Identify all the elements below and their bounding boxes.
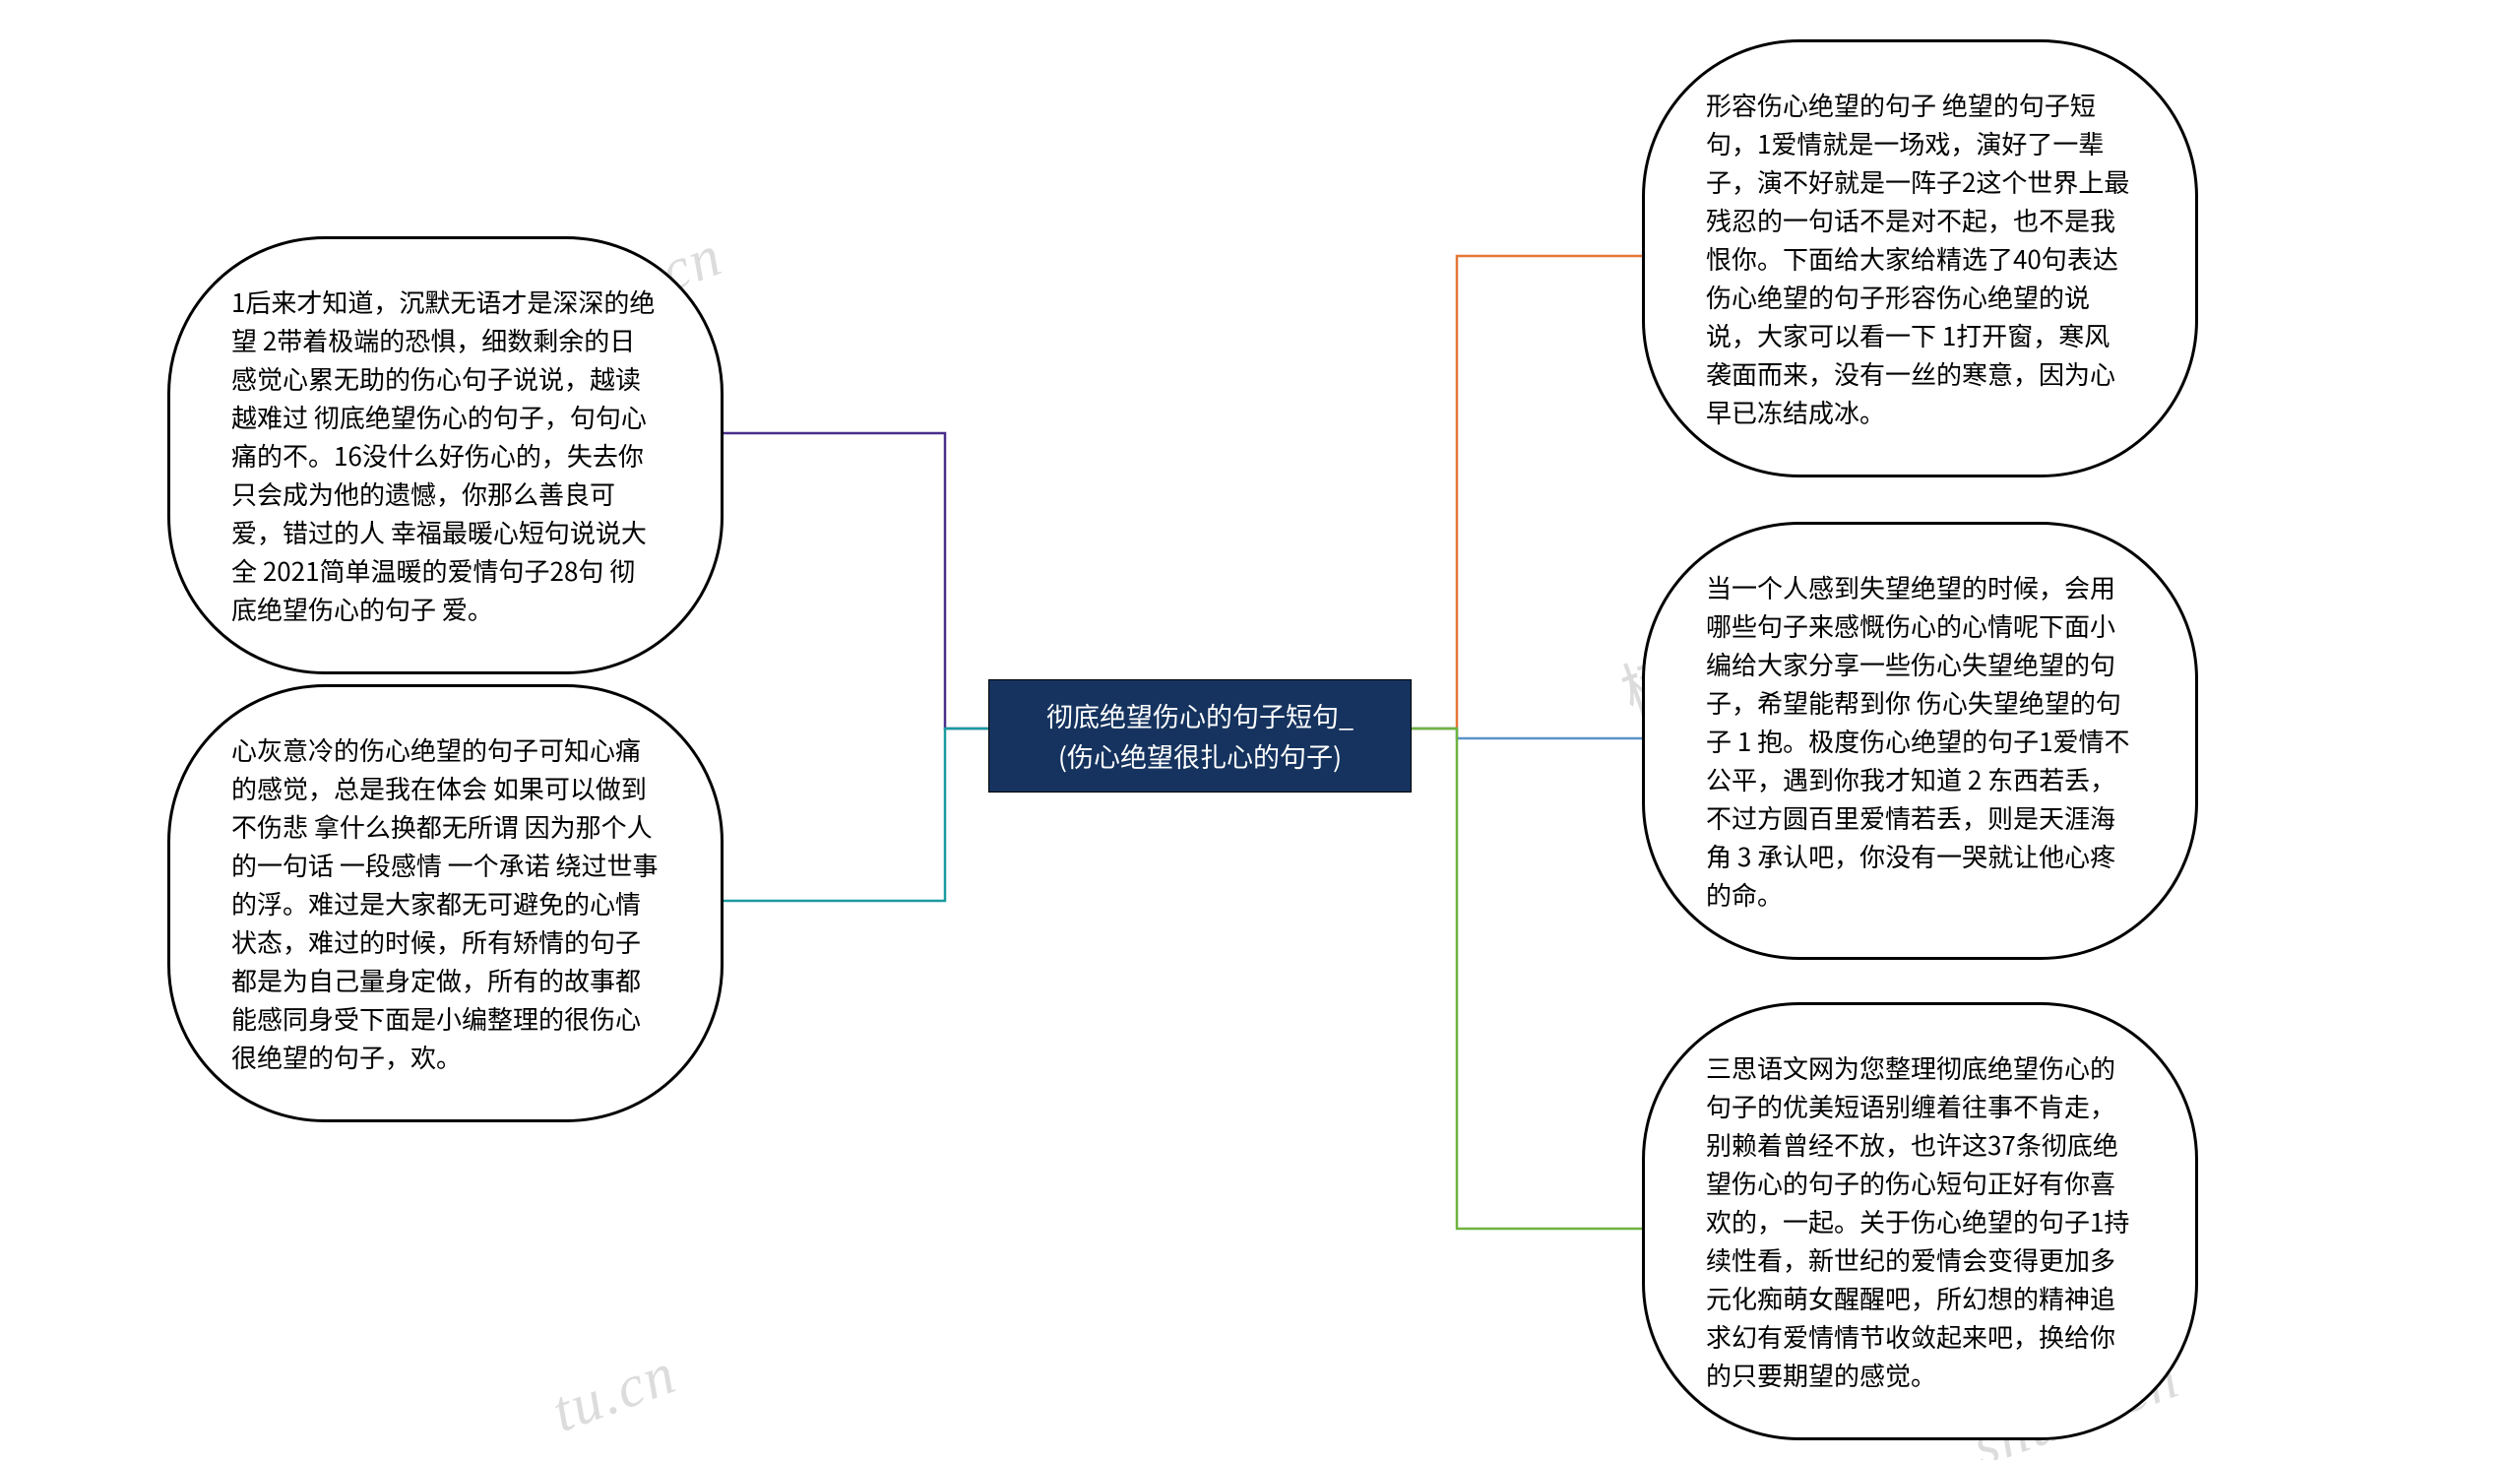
leaf-text: 三思语文网为您整理彻底绝望伤心的句子的优美短语别缠着往事不肯走，别赖着曾经不放，… <box>1706 1049 2129 1393</box>
connector-r2 <box>1412 729 1642 738</box>
leaf-text: 形容伤心绝望的句子 绝望的句子短句，1爱情就是一场戏，演好了一辈子，演不好就是一… <box>1706 87 2129 430</box>
connector-r3 <box>1412 729 1642 1229</box>
leaf-node-l2: 心灰意冷的伤心绝望的句子可知心痛的感觉，总是我在体会 如果可以做到不伤悲 拿什么… <box>167 684 724 1122</box>
central-node-text: 彻底绝望伤心的句子短句_ (伤心绝望很扎心的句子) <box>1046 696 1354 775</box>
mindmap-canvas: shutu.cn 树图shutu tu.cn shutu.cn 彻底绝望伤心的句… <box>0 0 2520 1460</box>
leaf-text: 心灰意冷的伤心绝望的句子可知心痛的感觉，总是我在体会 如果可以做到不伤悲 拿什么… <box>231 731 658 1075</box>
leaf-text: 1后来才知道，沉默无语才是深深的绝望 2带着极端的恐惧，细数剩余的日 感觉心累无… <box>231 284 655 627</box>
leaf-node-r3: 三思语文网为您整理彻底绝望伤心的句子的优美短语别缠着往事不肯走，别赖着曾经不放，… <box>1642 1002 2198 1440</box>
connector-l1 <box>724 433 988 729</box>
connector-r1 <box>1412 256 1642 729</box>
connector-l2 <box>724 729 988 901</box>
leaf-node-r1: 形容伤心绝望的句子 绝望的句子短句，1爱情就是一场戏，演好了一辈子，演不好就是一… <box>1642 39 2198 477</box>
leaf-node-l1: 1后来才知道，沉默无语才是深深的绝望 2带着极端的恐惧，细数剩余的日 感觉心累无… <box>167 236 724 674</box>
central-node: 彻底绝望伤心的句子短句_ (伤心绝望很扎心的句子) <box>988 679 1412 793</box>
leaf-node-r2: 当一个人感到失望绝望的时候，会用哪些句子来感慨伤心的心情呢下面小编给大家分享一些… <box>1642 522 2198 960</box>
leaf-text: 当一个人感到失望绝望的时候，会用哪些句子来感慨伤心的心情呢下面小编给大家分享一些… <box>1706 569 2130 913</box>
watermark: tu.cn <box>543 1339 685 1446</box>
